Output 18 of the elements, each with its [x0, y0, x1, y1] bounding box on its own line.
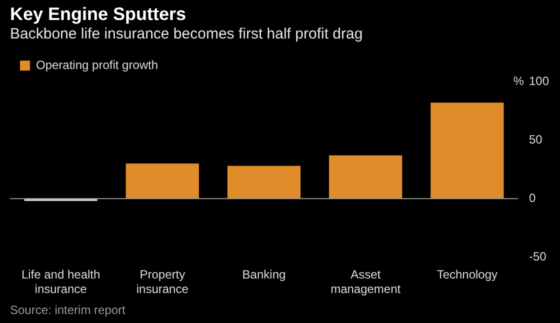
bar [126, 164, 199, 199]
bar [430, 102, 504, 199]
x-tick-label: Life and health insurance [21, 268, 100, 296]
x-tick-label: Technology [436, 268, 498, 282]
x-tick-label: Property insurance [136, 268, 189, 296]
y-tick-label: 50 [528, 132, 543, 146]
chart-title: Key Engine Sputters [10, 4, 186, 24]
x-tick-label: Asset management [330, 268, 402, 296]
legend-label: Operating profit growth [36, 58, 158, 72]
bar [227, 166, 301, 199]
x-tick-label: Banking [242, 268, 286, 282]
y-axis-title: % [513, 74, 524, 88]
source-note: Source: interim report [9, 302, 126, 319]
chart-subtitle: Backbone life insurance becomes first half profit drag [10, 26, 363, 43]
bar [329, 155, 402, 199]
y-tick-label: 0 [528, 190, 536, 205]
y-tick-label: 100 [528, 74, 550, 88]
y-tick-label: -50 [528, 250, 547, 264]
